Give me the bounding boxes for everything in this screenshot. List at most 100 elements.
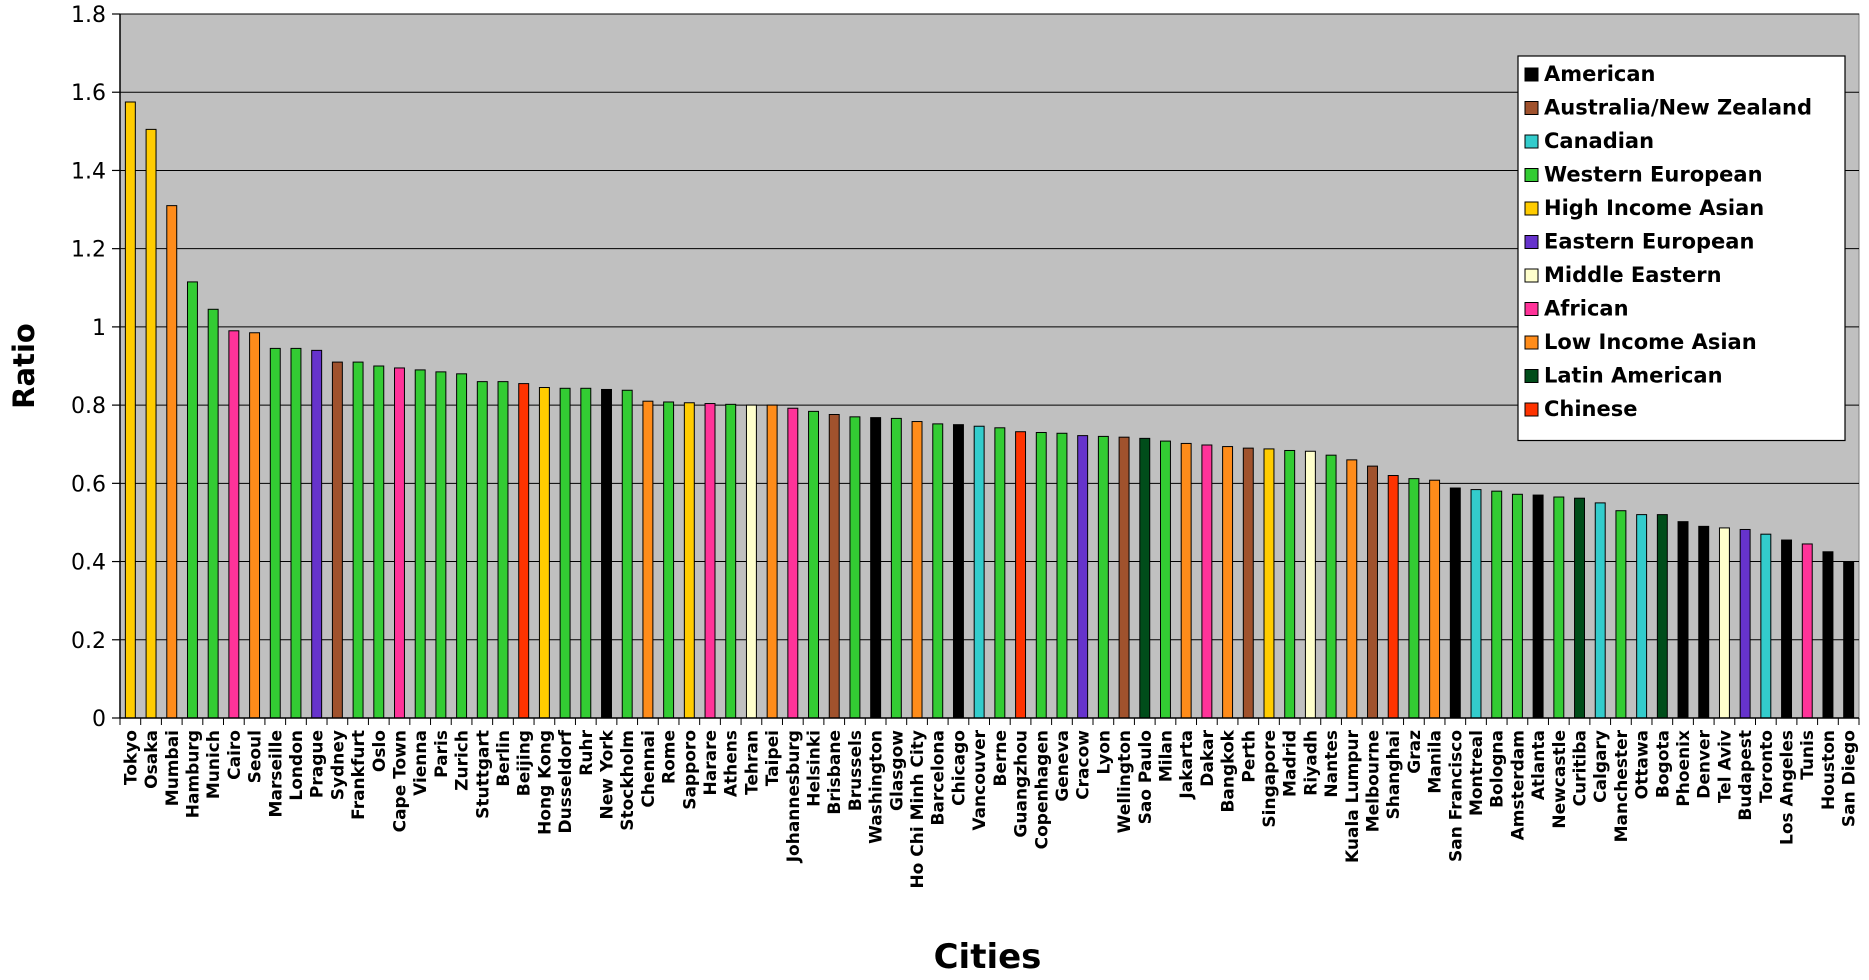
bar-brussels [849,416,861,719]
x-tick-label: Manila [1426,730,1446,794]
bar-toronto [1760,533,1772,719]
bar-frankfurt [352,361,364,719]
x-tick-label: Atlanta [1529,730,1549,800]
y-tick-label: 0.6 [71,472,106,497]
bar-hamburg [186,281,198,719]
x-tick-label: Riyadh [1301,730,1321,796]
bar-manchester [1615,510,1627,719]
legend-swatch [1524,67,1539,82]
x-tick-label: Prague [308,730,328,798]
legend-swatch [1524,134,1539,149]
bar-sapporo [683,402,695,719]
x-tick-label: Bogota [1653,730,1673,798]
x-tick-label: Harare [701,730,721,795]
bar-oslo [373,365,385,719]
bar-paris [435,371,447,719]
x-tick-label: Osaka [142,730,162,789]
bar-san-diego [1843,561,1855,719]
bar-bangkok [1222,446,1234,719]
x-tick-label: Perth [1239,730,1259,783]
legend-label: Eastern European [1544,230,1754,254]
x-tick-label: San Francisco [1446,730,1466,862]
bar-sydney [331,361,343,719]
bar-cairo [228,330,240,719]
bar-graz [1408,478,1420,719]
x-tick-label: Beijing [515,730,535,796]
bar-osaka [145,128,157,719]
bar-copenhagen [1035,431,1047,719]
bar-mumbai [166,205,178,719]
x-tick-label: Johannesburg [784,730,804,863]
x-tick-label: Madrid [1281,730,1301,797]
x-tick-label: Dusseldorf [556,729,576,833]
y-axis-title: Ratio [7,323,41,409]
x-tick-label: Frankfurt [349,730,369,820]
x-tick-label: Ho Chi Minh City [908,730,928,889]
y-tick-label: 0 [92,707,106,732]
x-tick-label: Tokyo [121,730,141,785]
bar-berlin [497,381,509,719]
x-tick-label: Chicago [949,730,969,806]
y-tick-label: 1.2 [71,238,106,263]
bar-dusseldorf [559,387,571,719]
bar-glasgow [890,417,902,719]
bar-beijing [518,383,530,719]
bar-guangzhou [1015,431,1027,719]
x-tick-label: Stuttgart [473,730,493,819]
x-tick-label: Cracow [1074,730,1094,800]
legend: American Australia/New Zealand Canadian Wes… [1517,55,1846,442]
x-tick-label: Glasgow [887,730,907,811]
bar-tehran [745,404,757,719]
bar-stuttgart [476,381,488,719]
x-tick-labels: Tokyo Osaka Mumbai Hamburg Munich Cairo Seoul M… [121,729,1859,888]
x-tick-label: Zurich [453,730,473,791]
x-tick-label: Brussels [846,730,866,811]
bar-los-angeles [1781,539,1793,719]
bar-munich [207,308,219,719]
x-tick-label: Budapest [1736,730,1756,821]
x-tick-label: Vienna [411,730,431,796]
bar-taipei [766,404,778,719]
x-tick-label: Mumbai [163,730,183,806]
bar-wellington [1118,436,1130,719]
y-tick-label: 1.8 [71,3,106,28]
bar-washington [870,417,882,719]
x-tick-label: Helsinki [805,730,825,807]
bar-ottawa [1636,514,1648,719]
bar-atlanta [1532,494,1544,719]
legend-swatch [1524,201,1539,216]
legend-label: Low Income Asian [1544,330,1757,354]
bar-rome [663,401,675,719]
legend-swatch [1524,168,1539,182]
legend-label: High Income Asian [1544,196,1764,220]
bar-brisbane [828,414,840,719]
bars [124,101,1855,719]
bar-manila [1429,479,1441,719]
x-tick-label: Copenhagen [1032,730,1052,849]
x-tick-label: Chennai [639,730,659,808]
x-tick-label: Toronto [1757,730,1777,803]
x-tick-label: Rome [660,730,680,784]
bar-riyadh [1304,450,1316,719]
bar-tel-aviv [1718,527,1730,719]
bar-cape-town [394,367,405,719]
axes [112,13,1860,725]
legend-swatch [1524,369,1539,383]
x-tick-label: Washington [867,730,887,844]
bar-prague [311,349,323,719]
x-tick-label: Tel Aviv [1715,730,1735,803]
x-tick-label: Kuala Lumpur [1343,729,1363,863]
x-tick-label: Athens [722,730,742,797]
bar-jakarta [1180,442,1192,719]
legend-label: American [1544,62,1656,86]
bar-geneva [1056,432,1068,719]
legend-box [1517,55,1846,442]
x-tick-label: Guangzhou [1012,730,1032,838]
bar-hong-kong [538,387,550,719]
legend-swatch [1524,235,1539,249]
bar-new-york [601,388,612,719]
bar-berne [994,427,1006,719]
x-tick-label: Berne [991,730,1011,787]
y-tick-label: 1.6 [71,81,106,106]
bar-dakar [1201,444,1213,719]
